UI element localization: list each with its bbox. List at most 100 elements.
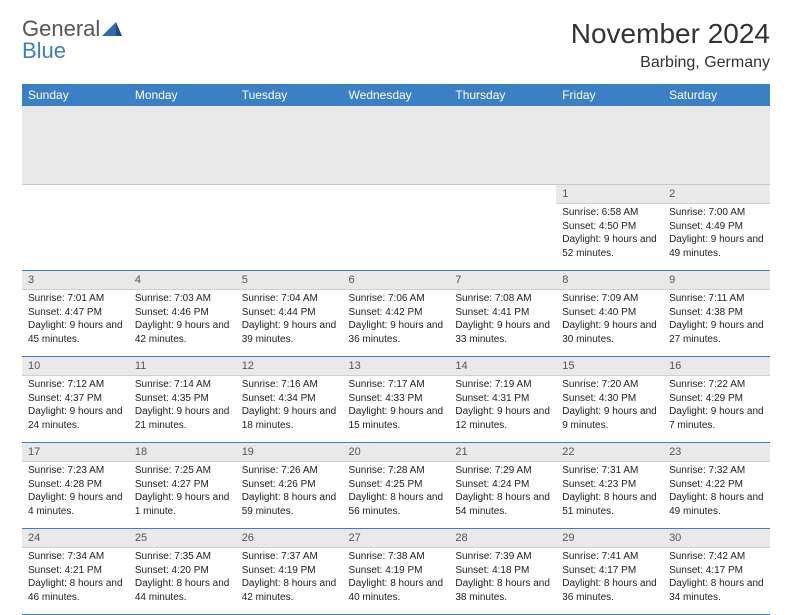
day-details: Sunrise: 7:22 AMSunset: 4:29 PMDaylight:… xyxy=(663,376,770,436)
daylight-text: Daylight: 9 hours and 30 minutes. xyxy=(562,319,657,346)
sunrise-text: Sunrise: 7:26 AM xyxy=(242,464,337,478)
sunrise-text: Sunrise: 7:22 AM xyxy=(669,378,764,392)
sunrise-text: Sunrise: 7:04 AM xyxy=(242,292,337,306)
day-number: 9 xyxy=(663,271,770,291)
sunset-text: Sunset: 4:37 PM xyxy=(28,392,123,406)
sunset-text: Sunset: 4:26 PM xyxy=(242,478,337,492)
day-number: 29 xyxy=(556,529,663,549)
sunrise-text: Sunrise: 7:09 AM xyxy=(562,292,657,306)
calendar-day: 28Sunrise: 7:39 AMSunset: 4:18 PMDayligh… xyxy=(449,528,556,614)
calendar-day: 1Sunrise: 6:58 AMSunset: 4:50 PMDaylight… xyxy=(556,184,663,270)
calendar-day xyxy=(449,184,556,270)
calendar-day: 8Sunrise: 7:09 AMSunset: 4:40 PMDaylight… xyxy=(556,270,663,356)
sunrise-text: Sunrise: 7:16 AM xyxy=(242,378,337,392)
daylight-text: Daylight: 9 hours and 42 minutes. xyxy=(135,319,230,346)
sunset-text: Sunset: 4:35 PM xyxy=(135,392,230,406)
calendar-day: 29Sunrise: 7:41 AMSunset: 4:17 PMDayligh… xyxy=(556,528,663,614)
day-details: Sunrise: 7:41 AMSunset: 4:17 PMDaylight:… xyxy=(556,548,663,608)
day-number: 7 xyxy=(449,271,556,291)
daylight-text: Daylight: 9 hours and 39 minutes. xyxy=(242,319,337,346)
spacer-cell xyxy=(129,106,236,184)
sunrise-text: Sunrise: 7:28 AM xyxy=(349,464,444,478)
calendar-day: 11Sunrise: 7:14 AMSunset: 4:35 PMDayligh… xyxy=(129,356,236,442)
brand-part2: Blue xyxy=(22,38,66,63)
day-number: 17 xyxy=(22,443,129,463)
sunset-text: Sunset: 4:47 PM xyxy=(28,306,123,320)
day-number: 18 xyxy=(129,443,236,463)
sunrise-text: Sunrise: 7:06 AM xyxy=(349,292,444,306)
sunset-text: Sunset: 4:19 PM xyxy=(349,564,444,578)
daylight-text: Daylight: 8 hours and 38 minutes. xyxy=(455,577,550,604)
sunrise-text: Sunrise: 7:14 AM xyxy=(135,378,230,392)
day-details: Sunrise: 7:06 AMSunset: 4:42 PMDaylight:… xyxy=(343,290,450,350)
sunset-text: Sunset: 4:18 PM xyxy=(455,564,550,578)
sunrise-text: Sunrise: 7:20 AM xyxy=(562,378,657,392)
day-number: 16 xyxy=(663,357,770,377)
weekday-header: Sunday xyxy=(22,84,129,106)
calendar-head: SundayMondayTuesdayWednesdayThursdayFrid… xyxy=(22,84,770,106)
calendar-day xyxy=(343,184,450,270)
day-number: 6 xyxy=(343,271,450,291)
day-number: 14 xyxy=(449,357,556,377)
day-details: Sunrise: 7:09 AMSunset: 4:40 PMDaylight:… xyxy=(556,290,663,350)
calendar-day: 25Sunrise: 7:35 AMSunset: 4:20 PMDayligh… xyxy=(129,528,236,614)
day-number: 4 xyxy=(129,271,236,291)
sunset-text: Sunset: 4:29 PM xyxy=(669,392,764,406)
weekday-header: Thursday xyxy=(449,84,556,106)
calendar-week: 3Sunrise: 7:01 AMSunset: 4:47 PMDaylight… xyxy=(22,270,770,356)
day-details: Sunrise: 7:17 AMSunset: 4:33 PMDaylight:… xyxy=(343,376,450,436)
day-details: Sunrise: 7:23 AMSunset: 4:28 PMDaylight:… xyxy=(22,462,129,522)
calendar-day: 4Sunrise: 7:03 AMSunset: 4:46 PMDaylight… xyxy=(129,270,236,356)
day-number: 8 xyxy=(556,271,663,291)
day-number: 25 xyxy=(129,529,236,549)
day-number: 11 xyxy=(129,357,236,377)
day-details: Sunrise: 7:31 AMSunset: 4:23 PMDaylight:… xyxy=(556,462,663,522)
calendar-day xyxy=(236,184,343,270)
calendar-day: 19Sunrise: 7:26 AMSunset: 4:26 PMDayligh… xyxy=(236,442,343,528)
sunrise-text: Sunrise: 7:41 AM xyxy=(562,550,657,564)
sunrise-text: Sunrise: 7:39 AM xyxy=(455,550,550,564)
calendar-day: 12Sunrise: 7:16 AMSunset: 4:34 PMDayligh… xyxy=(236,356,343,442)
day-details: Sunrise: 7:29 AMSunset: 4:24 PMDaylight:… xyxy=(449,462,556,522)
weekday-header: Friday xyxy=(556,84,663,106)
sunset-text: Sunset: 4:30 PM xyxy=(562,392,657,406)
weekday-header: Monday xyxy=(129,84,236,106)
daylight-text: Daylight: 9 hours and 4 minutes. xyxy=(28,491,123,518)
daylight-text: Daylight: 8 hours and 49 minutes. xyxy=(669,491,764,518)
sunrise-text: Sunrise: 7:34 AM xyxy=(28,550,123,564)
spacer-cell xyxy=(556,106,663,184)
location-label: Barbing, Germany xyxy=(571,54,770,72)
sunrise-text: Sunrise: 6:58 AM xyxy=(562,206,657,220)
day-details: Sunrise: 7:28 AMSunset: 4:25 PMDaylight:… xyxy=(343,462,450,522)
calendar-day: 15Sunrise: 7:20 AMSunset: 4:30 PMDayligh… xyxy=(556,356,663,442)
sunset-text: Sunset: 4:17 PM xyxy=(562,564,657,578)
daylight-text: Daylight: 9 hours and 18 minutes. xyxy=(242,405,337,432)
daylight-text: Daylight: 9 hours and 9 minutes. xyxy=(562,405,657,432)
daylight-text: Daylight: 9 hours and 12 minutes. xyxy=(455,405,550,432)
calendar-week: 24Sunrise: 7:34 AMSunset: 4:21 PMDayligh… xyxy=(22,528,770,614)
day-details: Sunrise: 7:32 AMSunset: 4:22 PMDaylight:… xyxy=(663,462,770,522)
calendar-day: 3Sunrise: 7:01 AMSunset: 4:47 PMDaylight… xyxy=(22,270,129,356)
sunset-text: Sunset: 4:50 PM xyxy=(562,220,657,234)
daylight-text: Daylight: 8 hours and 46 minutes. xyxy=(28,577,123,604)
sunset-text: Sunset: 4:24 PM xyxy=(455,478,550,492)
day-number: 20 xyxy=(343,443,450,463)
sunset-text: Sunset: 4:17 PM xyxy=(669,564,764,578)
daylight-text: Daylight: 8 hours and 56 minutes. xyxy=(349,491,444,518)
sunrise-text: Sunrise: 7:01 AM xyxy=(28,292,123,306)
sunset-text: Sunset: 4:27 PM xyxy=(135,478,230,492)
sunset-text: Sunset: 4:19 PM xyxy=(242,564,337,578)
sunset-text: Sunset: 4:20 PM xyxy=(135,564,230,578)
day-details: Sunrise: 6:58 AMSunset: 4:50 PMDaylight:… xyxy=(556,204,663,264)
day-number: 27 xyxy=(343,529,450,549)
sunrise-text: Sunrise: 7:23 AM xyxy=(28,464,123,478)
sunset-text: Sunset: 4:46 PM xyxy=(135,306,230,320)
page-header: General Blue November 2024 Barbing, Germ… xyxy=(22,18,770,72)
day-number: 26 xyxy=(236,529,343,549)
sunrise-text: Sunrise: 7:37 AM xyxy=(242,550,337,564)
day-number: 1 xyxy=(556,185,663,205)
daylight-text: Daylight: 9 hours and 36 minutes. xyxy=(349,319,444,346)
daylight-text: Daylight: 9 hours and 21 minutes. xyxy=(135,405,230,432)
calendar-day: 13Sunrise: 7:17 AMSunset: 4:33 PMDayligh… xyxy=(343,356,450,442)
calendar-day: 30Sunrise: 7:42 AMSunset: 4:17 PMDayligh… xyxy=(663,528,770,614)
